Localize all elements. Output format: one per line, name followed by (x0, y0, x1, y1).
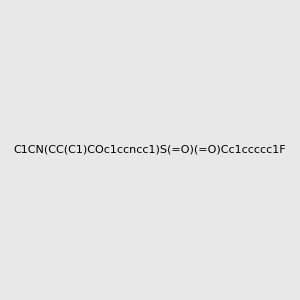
Text: C1CN(CC(C1)COc1ccncc1)S(=O)(=O)Cc1ccccc1F: C1CN(CC(C1)COc1ccncc1)S(=O)(=O)Cc1ccccc1… (14, 145, 286, 155)
